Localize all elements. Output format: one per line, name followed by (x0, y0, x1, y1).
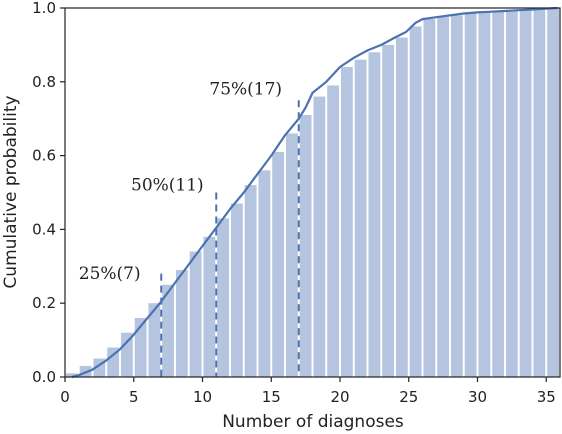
x-tick-label: 20 (330, 388, 349, 406)
bar (533, 9, 546, 378)
plot-frame (64, 7, 561, 378)
y-tick-label: 0.4 (32, 220, 56, 238)
y-axis-title: Cumulative probability (1, 95, 21, 288)
bar (368, 52, 381, 377)
bar (450, 15, 463, 377)
bar (464, 13, 477, 377)
x-tick-label: 10 (193, 388, 212, 406)
x-axis-title: Number of diagnoses (222, 412, 404, 432)
bar (134, 317, 147, 377)
bar (120, 332, 133, 377)
bar (285, 133, 298, 377)
bar (505, 10, 518, 377)
y-tick-label: 0.6 (32, 147, 56, 165)
x-tick-label: 30 (468, 388, 487, 406)
bar (217, 218, 230, 377)
y-tick-label: 0.2 (32, 294, 56, 312)
bar (492, 11, 505, 377)
bar (162, 284, 175, 377)
quantile-label: 25%(7) (79, 264, 141, 284)
bar (313, 96, 326, 377)
bars-group (65, 8, 560, 378)
labels-group: 25%(7) 50%(11) 75%(17) (79, 80, 282, 285)
bar (327, 85, 340, 378)
bar (299, 115, 312, 377)
x-tick-label: 5 (129, 388, 139, 406)
bar (148, 303, 161, 377)
bar (230, 203, 243, 377)
bar (189, 251, 202, 377)
bar (340, 67, 353, 377)
bar (93, 358, 106, 377)
bar (107, 347, 120, 377)
bar (437, 17, 450, 377)
bar (478, 12, 491, 377)
bar (272, 151, 285, 377)
bar (244, 185, 257, 377)
x-tick-label: 15 (262, 388, 281, 406)
lines-group (71, 6, 558, 379)
bar (65, 373, 78, 377)
bar (409, 26, 422, 377)
bar (423, 19, 436, 377)
bar (382, 44, 395, 378)
x-tick-label: 35 (537, 388, 556, 406)
bar (203, 236, 216, 377)
x-tick-label: 0 (60, 388, 70, 406)
y-tick-label: 0.8 (32, 73, 56, 91)
axes-group: 0 5 10 15 20 25 30 35 0.0 0.2 0.4 0.6 0.8 1.0 (32, 0, 561, 406)
y-tick-label: 1.0 (32, 0, 56, 17)
x-tick-label: 25 (399, 388, 418, 406)
bar (519, 9, 532, 377)
cdf-line (71, 6, 558, 379)
bar (395, 37, 408, 378)
bar (258, 170, 271, 377)
y-tick-label: 0.0 (32, 368, 56, 386)
quantile-label: 75%(17) (209, 80, 282, 100)
bar (547, 8, 560, 377)
bar (175, 269, 188, 377)
quantile-label: 50%(11) (131, 176, 204, 196)
bar (354, 59, 367, 377)
